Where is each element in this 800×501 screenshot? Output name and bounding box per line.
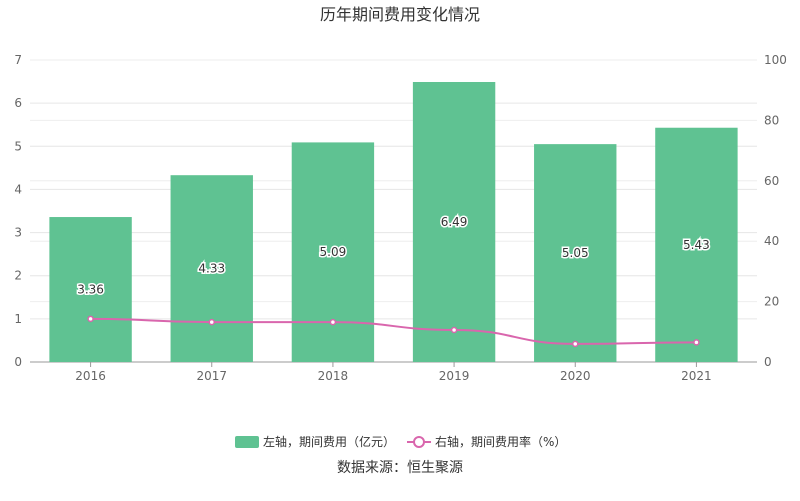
bar-data-label: 5.05 <box>562 246 589 260</box>
y-right-tick-label: 100 <box>764 53 787 67</box>
bar-data-label: 3.36 <box>77 283 104 297</box>
x-tick-label: 2017 <box>196 369 227 383</box>
bar-data-label: 6.49 <box>441 215 468 229</box>
y-right-tick-label: 20 <box>764 295 779 309</box>
rate-point <box>87 315 94 323</box>
bar-data-label: 5.43 <box>683 238 710 252</box>
legend-line-marker <box>413 436 425 448</box>
x-tick-label: 2019 <box>439 369 470 383</box>
chart-title: 历年期间费用变化情况 <box>320 5 480 24</box>
rate-line <box>90 317 697 345</box>
bar <box>534 144 617 362</box>
rate-point <box>693 339 700 346</box>
y-left-tick-label: 5 <box>14 139 22 153</box>
legend: 左轴，期间费用（亿元） 右轴，期间费用率（%） <box>235 434 566 449</box>
source-note: 数据来源：恒生聚源 <box>337 460 463 476</box>
y-left-tick-label: 2 <box>14 269 22 283</box>
x-tick-label: 2020 <box>560 369 591 383</box>
legend-bar-label: 左轴，期间费用（亿元） <box>263 434 395 449</box>
bar <box>291 142 375 362</box>
bar <box>412 82 496 362</box>
bar <box>655 127 738 362</box>
x-tick-label: 2016 <box>75 369 106 383</box>
y-right-tick-label: 60 <box>764 174 779 188</box>
y-left-tick-label: 3 <box>14 226 22 240</box>
rate-point <box>329 318 337 326</box>
axes: 0 1 2 3 4 5 6 7 0 20 40 60 80 100 2016 2017 2018 2019 2020… <box>14 53 787 383</box>
line-series <box>87 315 700 348</box>
bar <box>170 175 253 362</box>
data-labels: 3.36 4.33 5.09 6.49 5.05 5.43 <box>76 214 712 299</box>
x-tick-label: 2018 <box>318 369 349 383</box>
y-left-tick-label: 0 <box>14 355 22 369</box>
y-left-tick-label: 4 <box>14 182 22 196</box>
y-right-tick-label: 0 <box>764 355 772 369</box>
y-left-tick-label: 6 <box>14 96 22 110</box>
legend-bar-swatch <box>235 436 259 448</box>
legend-line-label: 右轴，期间费用率（%） <box>435 434 566 449</box>
bar-series <box>49 82 738 362</box>
y-right-tick-label: 40 <box>764 234 779 248</box>
bar-data-label: 5.09 <box>320 245 347 259</box>
bar-data-label: 4.33 <box>198 262 225 276</box>
rate-point <box>208 318 215 326</box>
y-right-tick-label: 80 <box>764 113 779 127</box>
x-tick-label: 2021 <box>681 369 712 383</box>
y-left-tick-label: 7 <box>14 53 22 67</box>
y-left-tick-label: 1 <box>14 312 22 326</box>
rate-point <box>572 340 579 348</box>
bar <box>49 217 132 362</box>
grid-lines <box>30 59 757 320</box>
rate-point <box>450 326 458 334</box>
